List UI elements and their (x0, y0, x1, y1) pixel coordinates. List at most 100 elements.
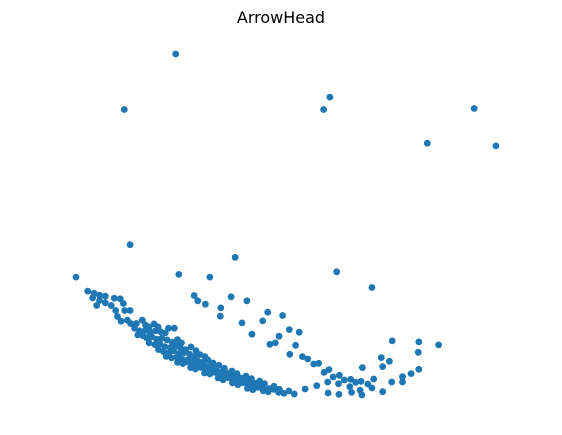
scatter-point (271, 339, 279, 347)
scatter-point (168, 354, 176, 362)
scatter-point (324, 378, 332, 386)
scatter-point (170, 347, 178, 355)
scatter-point (415, 338, 423, 346)
scatter-point (290, 390, 298, 398)
scatter-point (225, 374, 232, 382)
scatter-point (423, 139, 431, 147)
scatter-point (120, 300, 127, 307)
scatter-point (270, 385, 277, 393)
scatter-point (174, 358, 181, 366)
scatter-point (244, 384, 251, 392)
scatter-point (335, 380, 342, 388)
scatter-point (158, 334, 166, 342)
scatter-point (275, 332, 283, 340)
scatter-point (388, 378, 396, 386)
scatter-point (335, 391, 343, 398)
scatter-point (143, 334, 150, 341)
scatter-point (320, 106, 327, 113)
scatter-point (292, 341, 299, 349)
scatter-point (127, 320, 134, 327)
scatter-point (96, 297, 103, 304)
scatter-point (254, 383, 262, 391)
scatter-point (89, 294, 97, 302)
scatter-point (197, 363, 205, 371)
scatter-point (407, 370, 415, 377)
scatter-point (370, 375, 378, 383)
scatter-point (187, 343, 195, 351)
scatter-point (264, 308, 272, 316)
scatter-point (175, 271, 183, 278)
scatter-point (379, 388, 387, 396)
scatter-point (131, 324, 139, 332)
scatter-point (162, 352, 170, 360)
scatter-point (96, 291, 103, 299)
scatter-point (93, 302, 101, 309)
scatter-point (202, 300, 209, 308)
scatter-point (399, 378, 406, 386)
scatter-point (120, 106, 128, 113)
scatter-point (368, 284, 376, 291)
scatter-point (324, 389, 332, 397)
scatter-point (151, 341, 159, 348)
scatter-point (192, 365, 199, 373)
scatter-point (194, 297, 202, 305)
scatter-point (165, 324, 172, 332)
scatter-point (114, 313, 121, 320)
scatter-point (285, 387, 293, 395)
scatter-point (101, 299, 109, 307)
scatter-point (333, 268, 341, 276)
scatter-point (304, 355, 312, 363)
chart-title: ArrowHead (236, 8, 326, 27)
scatter-point (178, 339, 185, 347)
scatter-point (211, 368, 219, 376)
scatter-point (377, 354, 385, 361)
scatter-point (340, 376, 348, 384)
scatter-point (301, 385, 309, 393)
scatter-point (184, 358, 192, 366)
scatter-point (285, 326, 293, 333)
scatter-point (415, 365, 423, 373)
scatter-point (72, 273, 80, 281)
scatter-point (84, 287, 92, 295)
scatter-point (359, 364, 366, 371)
scatter-point (107, 302, 115, 309)
scatter-point (227, 293, 235, 301)
scatter-point (243, 297, 251, 305)
scatter-point (217, 304, 225, 312)
scatter-point (357, 377, 365, 385)
scatter-point (259, 317, 267, 325)
scatter-point (275, 389, 282, 396)
scatter-point (172, 50, 180, 58)
scatter-point (180, 349, 188, 356)
scatter-point (414, 348, 422, 356)
scatter-point (110, 294, 118, 302)
series-0 (72, 50, 500, 399)
scatter-point (352, 378, 359, 386)
scatter-point (126, 241, 134, 249)
scatter-point (248, 330, 256, 338)
scatter-point (358, 391, 366, 399)
scatter-point (336, 371, 343, 379)
scatter-point (435, 341, 442, 349)
scatter-point (399, 373, 406, 381)
scatter-point (231, 254, 239, 261)
scatter-point (266, 340, 274, 348)
scatter-point (145, 339, 153, 347)
scatter-point (313, 382, 321, 390)
scatter-point (121, 307, 129, 314)
scatter-point (239, 379, 247, 387)
scatter-point (264, 388, 272, 396)
scatter-point (126, 307, 134, 314)
scatter-point (101, 292, 109, 300)
scatter-point (112, 307, 120, 314)
scatter-point (470, 105, 478, 112)
scatter-point (329, 373, 337, 381)
scatter-point (348, 389, 355, 396)
scatter-point (347, 375, 355, 383)
scatter-point (117, 317, 125, 325)
scatter-point (238, 319, 246, 327)
scatter-point (219, 376, 227, 384)
scatter-point (326, 93, 334, 101)
scatter-point (346, 383, 354, 391)
